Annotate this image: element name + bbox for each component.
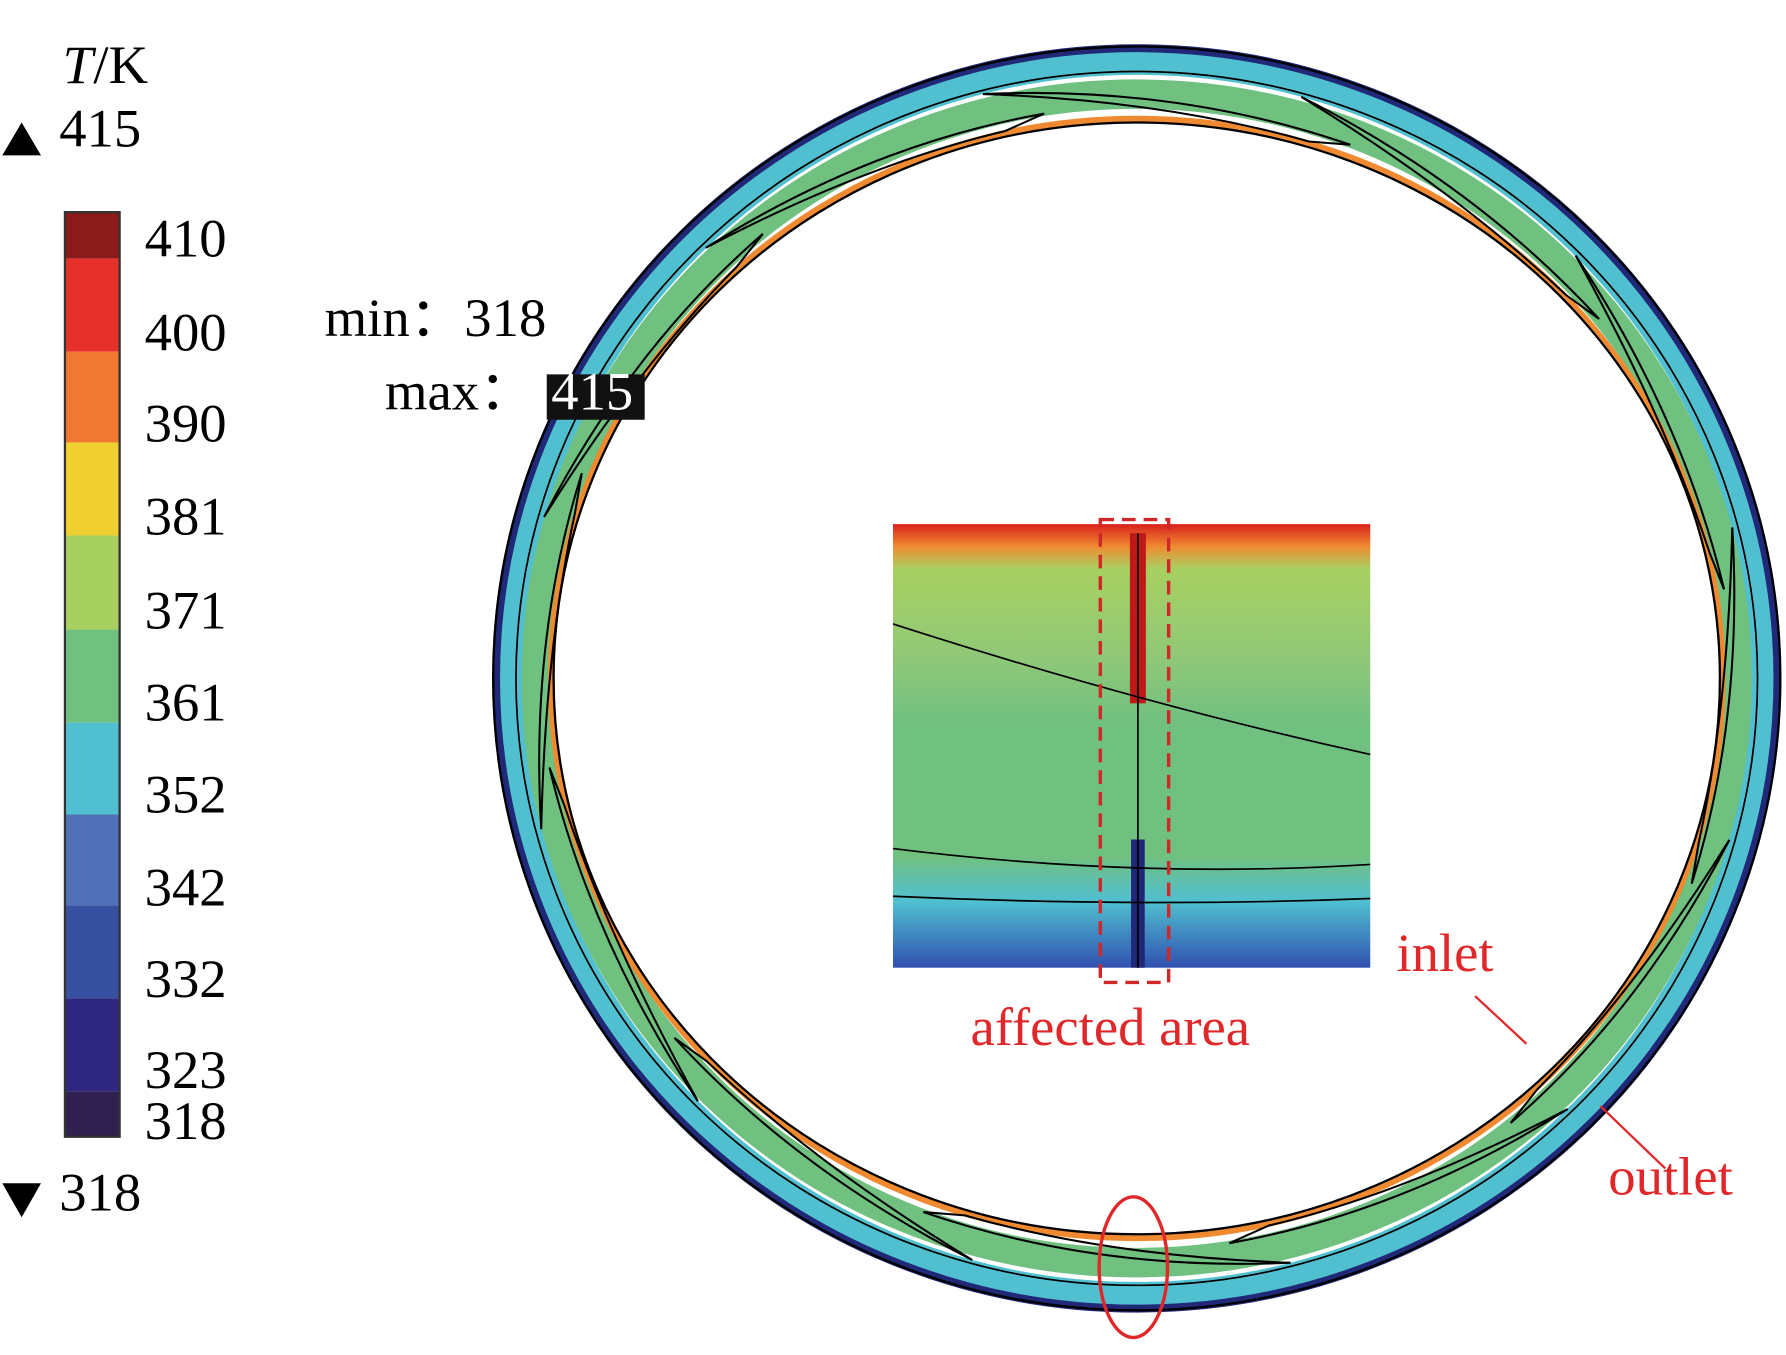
colorbar-band <box>64 905 120 999</box>
colorbar-tick-label: 410 <box>145 207 227 268</box>
colorbar-band <box>64 442 120 536</box>
blade <box>538 472 583 830</box>
blade <box>982 91 1351 146</box>
colorbar-tick-label: 371 <box>145 580 227 641</box>
inlet-label: inlet <box>1396 922 1493 983</box>
colorbar-tick-label: 400 <box>145 302 227 363</box>
outlet-pointer <box>1599 1105 1667 1170</box>
colorbar-band <box>64 998 120 1092</box>
affected-area-label: affected area <box>970 996 1250 1057</box>
legend-title-symbol: T <box>63 34 97 95</box>
colorbar-band <box>64 212 120 259</box>
colorbar-band <box>64 722 120 815</box>
blade <box>1690 527 1736 884</box>
blade <box>1228 1108 1569 1245</box>
colorbar-band <box>64 814 120 906</box>
colorbar-tick-label: 361 <box>145 671 227 732</box>
max-value: 415 <box>551 361 633 422</box>
colorbar-tick-label: 352 <box>145 763 227 824</box>
colorbar-tick-label: 323 <box>145 1039 227 1100</box>
colorbar-tick-label: 390 <box>145 392 227 453</box>
max-triangle <box>2 122 42 156</box>
min-annotation: min：318 <box>325 287 547 348</box>
colorbar-tick-label: 318 <box>145 1090 227 1151</box>
colorbar-band <box>64 1091 120 1137</box>
colorbar-tick-label: 332 <box>145 948 227 1009</box>
colorbar-band <box>64 258 120 352</box>
inset-lines <box>892 623 1371 904</box>
blade <box>1574 254 1726 590</box>
blade <box>705 112 1045 249</box>
max-value-box <box>546 374 645 420</box>
blade <box>1509 839 1731 1124</box>
affected-ellipse <box>1097 1195 1170 1340</box>
colorbar-tick-label: 381 <box>145 485 227 546</box>
outlet-label: outlet <box>1608 1146 1732 1207</box>
blade <box>548 767 699 1102</box>
blade <box>673 1037 973 1261</box>
affected-box <box>1098 517 1171 985</box>
legend-min: 318 <box>59 1162 141 1223</box>
blade <box>1300 95 1600 320</box>
inlet-pointer <box>1474 995 1528 1045</box>
legend-max: 415 <box>59 97 141 158</box>
colorbar-band <box>64 629 120 723</box>
blade <box>922 1211 1291 1265</box>
max-annotation: max： <box>385 361 534 422</box>
colorbar-frame <box>63 211 121 1138</box>
min-triangle <box>2 1183 42 1218</box>
colorbar-band <box>64 535 120 630</box>
colorbar-tick-label: 342 <box>145 856 227 917</box>
legend-title-unit: /K <box>93 34 148 95</box>
colorbar-band <box>64 351 120 443</box>
